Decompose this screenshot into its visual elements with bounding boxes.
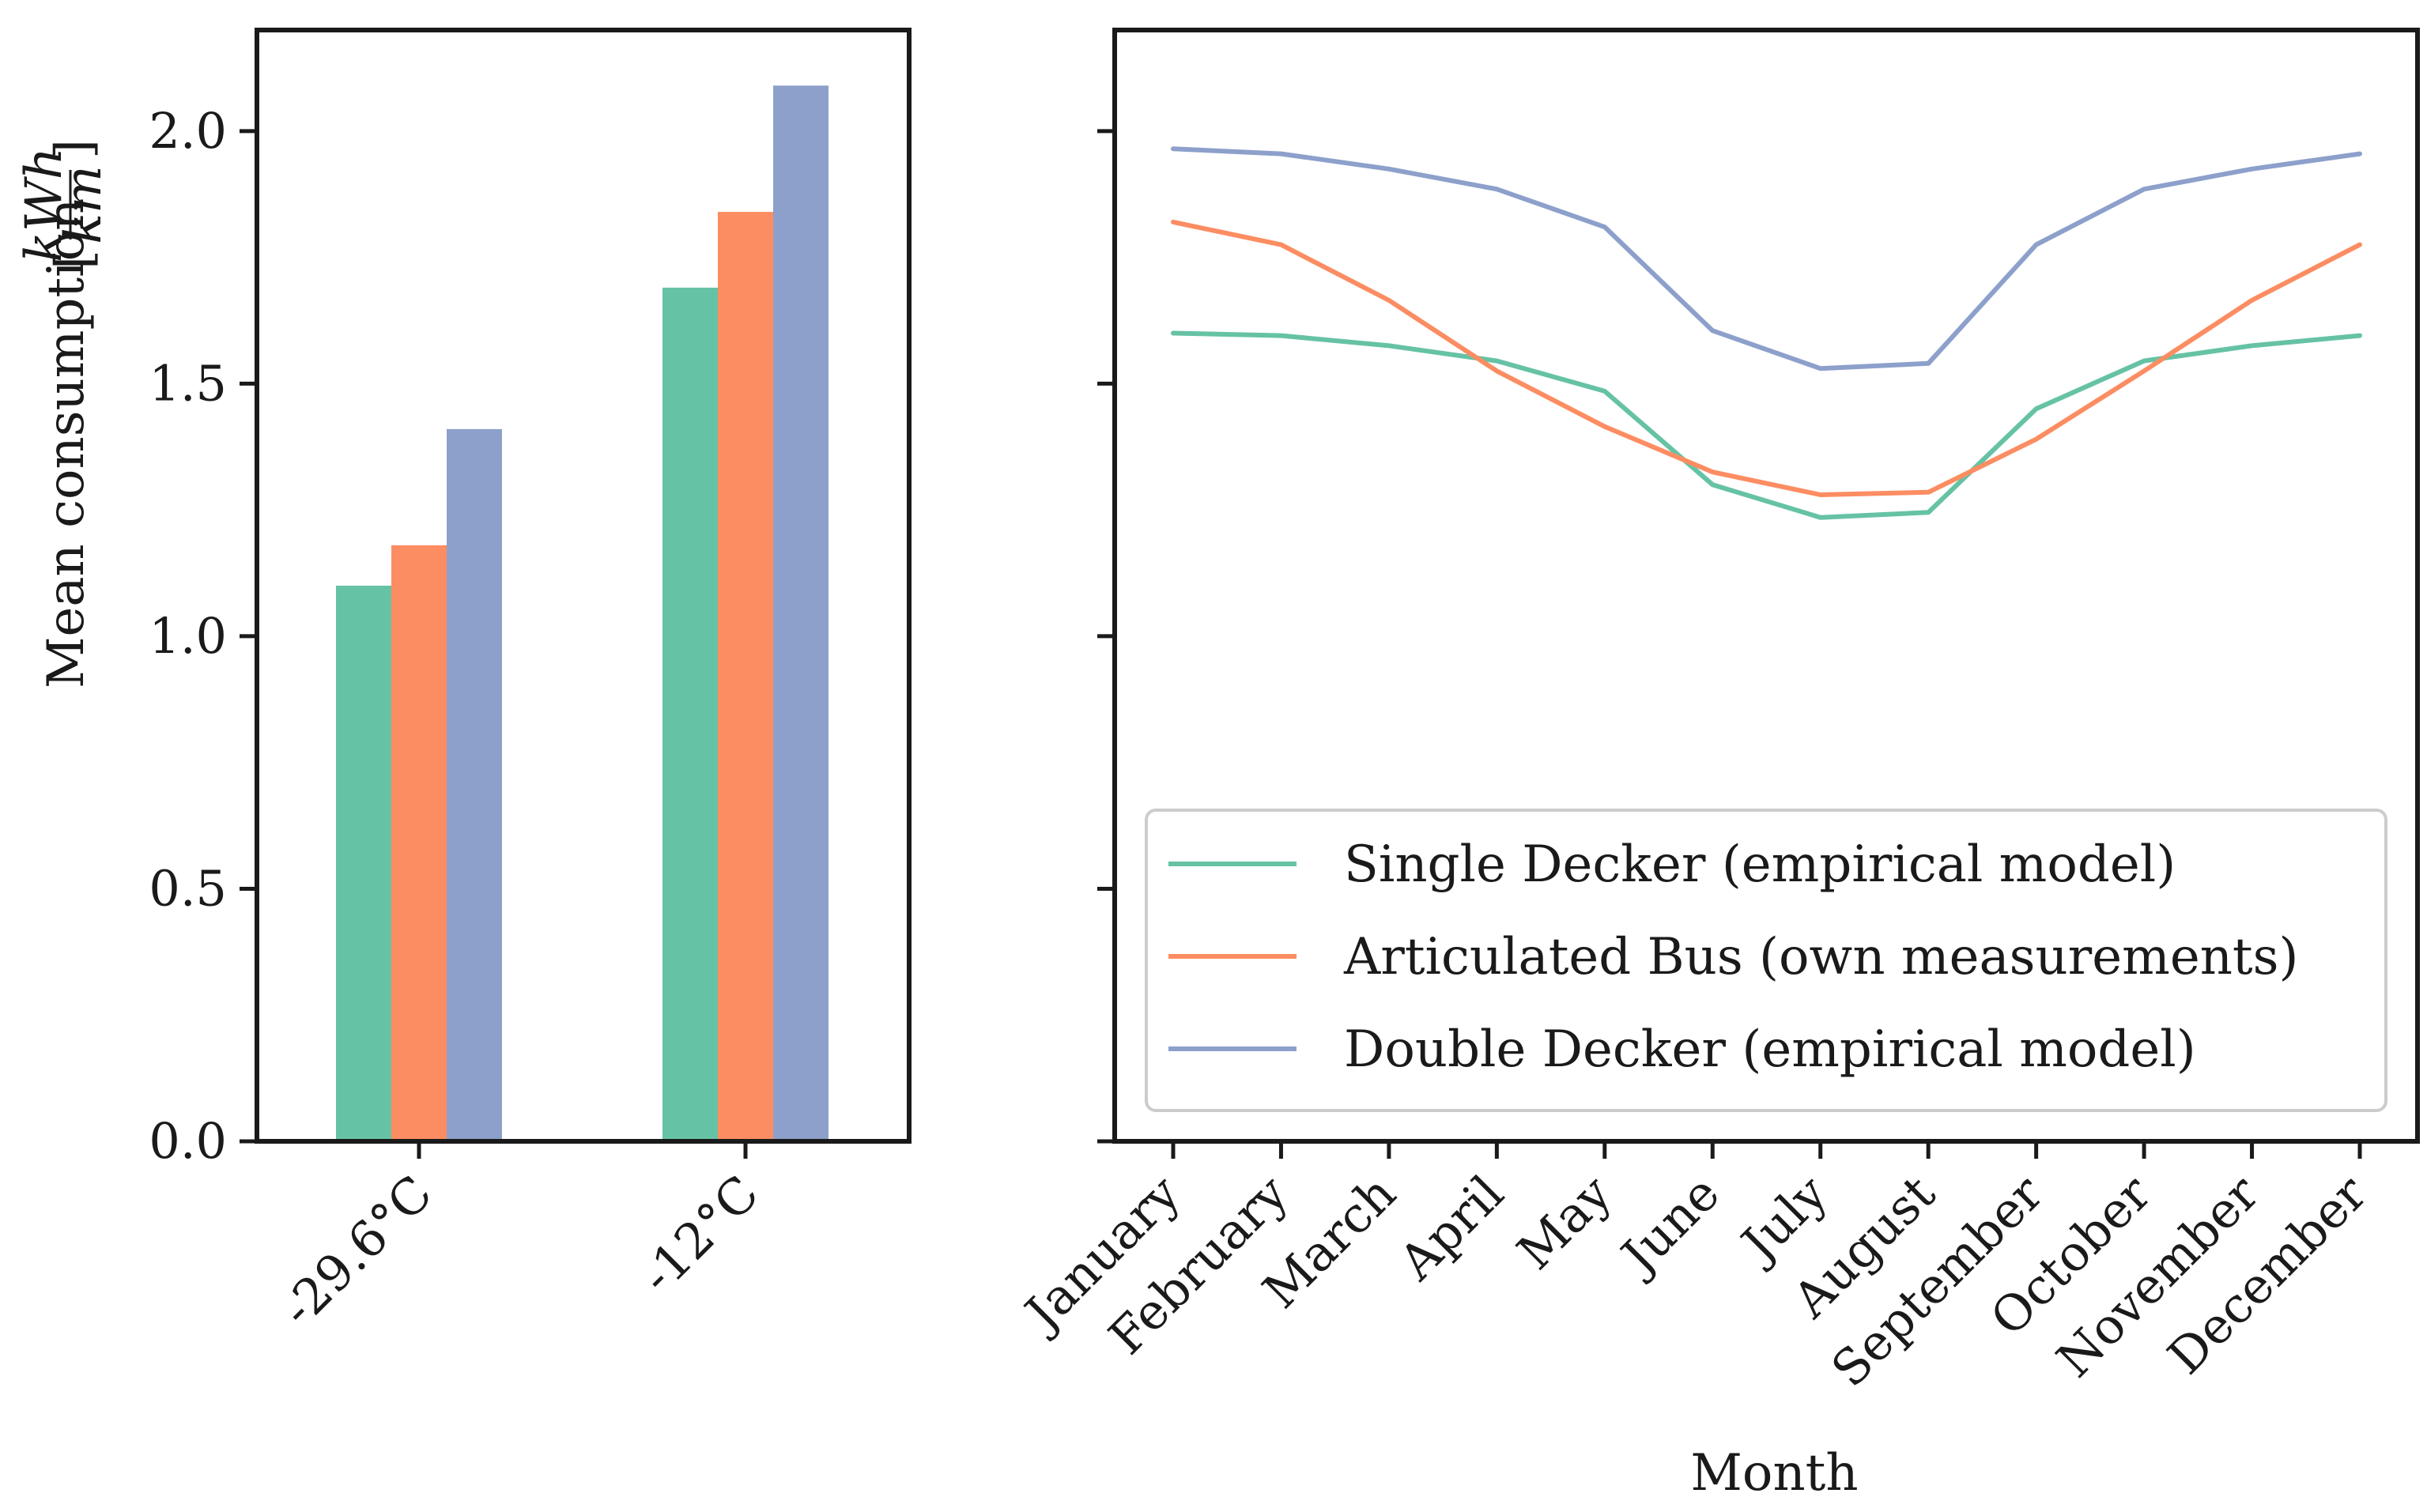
series-line-2 xyxy=(1171,219,2362,497)
legend-label-2: Articulated Bus (own measurements) xyxy=(1343,928,2298,986)
y-unit-numerator: kWh xyxy=(15,147,74,262)
left-y-tick-label: 1.5 xyxy=(149,354,227,412)
right-axes-frame xyxy=(1112,28,2420,1144)
left-y-tick-label: 2.0 xyxy=(149,102,227,160)
legend-label-1: Single Decker (empirical model) xyxy=(1344,835,2176,894)
left-y-tick-label: 0.5 xyxy=(149,859,227,917)
left-y-tick-label: 0.0 xyxy=(149,1112,227,1170)
bar-3-1 xyxy=(447,428,502,1141)
bar-chart-panel: 0.0 0.5 1.0 1.5 2.0 -29.6°C -12°C Mean consum… xyxy=(15,28,912,1338)
y-unit-denominator: km xyxy=(55,165,113,243)
line-group xyxy=(1171,146,2362,520)
left-y-ticks: 0.0 0.5 1.0 1.5 2.0 xyxy=(149,102,257,1170)
legend-box xyxy=(1145,809,2387,1112)
left-y-tick-label: 1.0 xyxy=(149,607,227,665)
bar-3-2 xyxy=(773,85,829,1141)
y-unit-close-bracket: ] xyxy=(45,139,104,159)
x-axis-label: Month xyxy=(1690,1444,1858,1503)
left-axes-frame xyxy=(255,28,912,1144)
left-x-tick-label: -29.6°C xyxy=(270,1164,444,1338)
bar-1-2 xyxy=(662,287,718,1141)
left-x-tick-label: -12°C xyxy=(629,1164,770,1305)
series-line-1 xyxy=(1171,330,2362,520)
right-x-tick-label: June xyxy=(1607,1164,1731,1288)
right-x-tick-label: April xyxy=(1387,1164,1515,1291)
bar-1-1 xyxy=(336,586,391,1141)
y-unit-open-bracket: [ xyxy=(45,250,104,270)
right-y-ticks xyxy=(1097,129,1115,1144)
series-line-3 xyxy=(1171,146,2362,371)
bar-group xyxy=(336,85,829,1141)
left-x-ticks: -29.6°C -12°C xyxy=(270,1141,770,1338)
legend: Single Decker (empirical model) Articulat… xyxy=(1145,809,2387,1112)
legend-label-3: Double Decker (empirical model) xyxy=(1344,1020,2196,1079)
bar-2-2 xyxy=(718,212,773,1141)
right-x-tick-label: May xyxy=(1506,1164,1622,1280)
y-axis-label-text: Mean consumption xyxy=(37,198,96,688)
bar-2-1 xyxy=(391,545,447,1141)
